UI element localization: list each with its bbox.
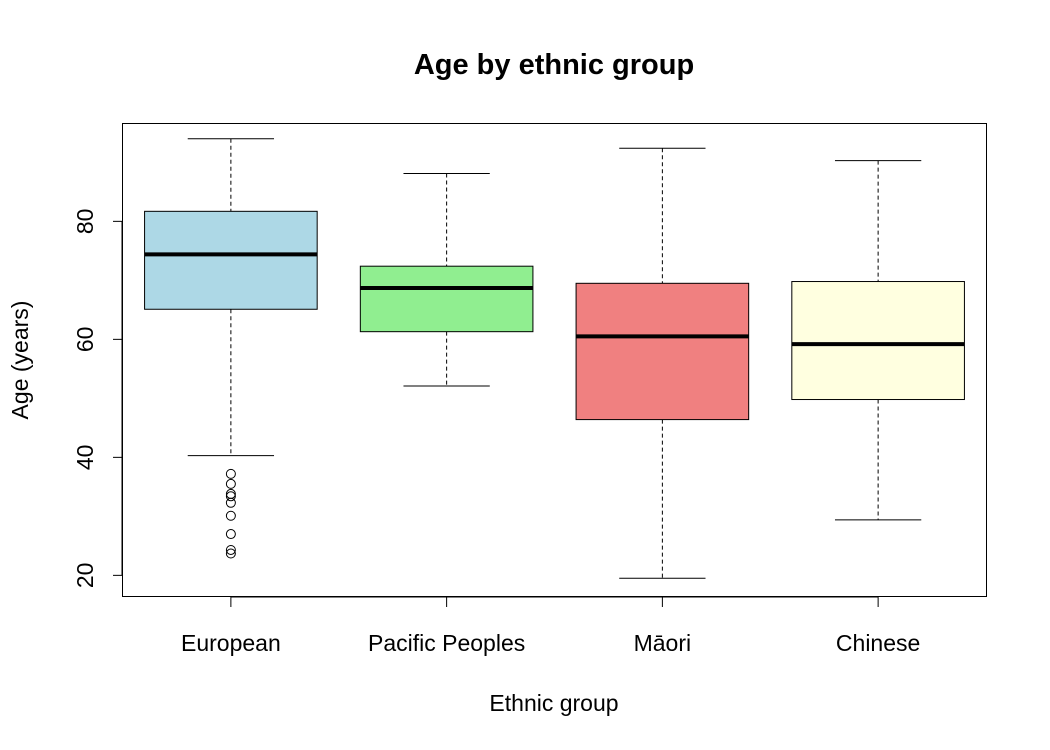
outlier-point xyxy=(225,497,236,508)
outlier-point xyxy=(225,548,236,559)
outlier-point xyxy=(225,478,236,489)
iqr-box xyxy=(791,281,965,401)
outlier-point xyxy=(225,510,236,521)
y-tick-label: 20 xyxy=(72,563,98,589)
x-tick-label: European xyxy=(181,630,281,656)
outlier-point xyxy=(225,488,236,499)
y-tick-label: 40 xyxy=(72,445,98,471)
x-axis: European Pacific Peoples Māori Chinese xyxy=(181,596,920,656)
outlier-point xyxy=(225,544,236,555)
y-axis: 20 40 60 80 xyxy=(72,209,123,589)
outlier-point xyxy=(225,491,236,502)
y-tick-label: 80 xyxy=(72,209,98,235)
boxes-layer xyxy=(144,138,965,579)
box-pacific-peoples xyxy=(359,173,534,387)
chart-title: Age by ethnic group xyxy=(414,49,694,81)
outlier-point xyxy=(225,468,236,479)
x-tick-label: Māori xyxy=(634,630,692,656)
y-tick-label: 60 xyxy=(72,327,98,353)
iqr-box xyxy=(144,210,318,310)
y-axis-label: Age (years) xyxy=(7,301,33,420)
iqr-box xyxy=(359,265,534,333)
x-tick-label: Chinese xyxy=(836,630,920,656)
box-european xyxy=(144,138,318,559)
box-chinese xyxy=(791,160,965,521)
x-axis-label: Ethnic group xyxy=(489,690,618,716)
iqr-box xyxy=(575,282,750,421)
box-m-ori xyxy=(575,147,750,579)
outlier-point xyxy=(225,529,236,540)
x-tick-label: Pacific Peoples xyxy=(368,630,525,656)
